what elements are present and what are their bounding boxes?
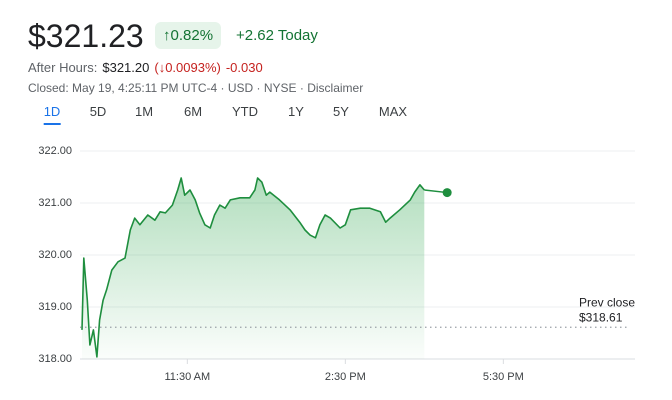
prev-close-name: Prev close [579, 295, 635, 309]
after-hours-label: After Hours: [28, 60, 98, 75]
price-area [82, 178, 425, 359]
closed-info: Closed: May 19, 4:25:11 PM UTC-4 · USD ·… [28, 81, 364, 95]
y-tick-label: 318.00 [38, 353, 72, 365]
after-hours-price: $321.20 [102, 60, 150, 75]
range-tab[interactable]: MAX [378, 104, 408, 119]
y-tick-label: 320.00 [38, 249, 72, 261]
after-hours-pct: (↓0.0093%) [154, 60, 221, 75]
change-pct: ↑0.82% [155, 22, 222, 49]
price: $321.23 [28, 18, 144, 54]
x-tick-label: 5:30 PM [483, 371, 524, 383]
x-tick-label: 2:30 PM [325, 371, 366, 383]
range-tab[interactable]: 1Y [288, 104, 304, 119]
range-tab[interactable]: 1D [43, 104, 61, 125]
range-tab[interactable]: 5D [89, 104, 107, 119]
y-tick-label: 322.00 [38, 145, 72, 157]
after-hours-point [442, 188, 452, 198]
range-tab[interactable]: 6M [183, 104, 203, 119]
x-tick-label: 11:30 AM [164, 371, 210, 383]
price-line [81, 177, 425, 358]
after-hours-change: -0.030 [225, 60, 263, 75]
after-hours: After Hours: $321.20 (↓0.0093%) -0.030 [28, 60, 268, 75]
y-tick-label: 319.00 [38, 301, 72, 313]
range-tab[interactable]: 1M [134, 104, 154, 119]
y-tick-label: 321.00 [38, 197, 72, 209]
prev-close-label: $318.61 [579, 310, 623, 324]
change-today: +2.62 Today [236, 27, 318, 44]
range-tab[interactable]: 5Y [333, 104, 349, 119]
range-tab[interactable]: YTD [232, 104, 258, 119]
